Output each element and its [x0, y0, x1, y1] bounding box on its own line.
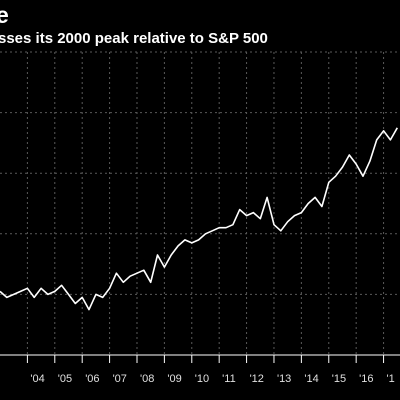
x-tick-label: '11	[222, 373, 236, 385]
x-tick-label: '08	[140, 373, 154, 385]
series-line	[0, 127, 398, 311]
x-tick-label: '07	[113, 373, 127, 385]
x-tick-label: '04	[30, 373, 44, 385]
x-tick-label: '10	[195, 373, 209, 385]
x-tick-label: '06	[85, 373, 99, 385]
x-tick-label: '16	[359, 373, 373, 385]
x-tick-label: '12	[250, 373, 264, 385]
x-tick-label: '1	[387, 373, 395, 385]
x-tick-label: '15	[332, 373, 346, 385]
x-tick-label: '13	[277, 373, 291, 385]
x-tick-label: '05	[58, 373, 72, 385]
chart-subtitle: sses its 2000 peak relative to S&P 500	[0, 30, 268, 47]
x-tick-label: '14	[304, 373, 318, 385]
chart-title: e	[0, 2, 9, 28]
x-tick-label: '09	[167, 373, 181, 385]
